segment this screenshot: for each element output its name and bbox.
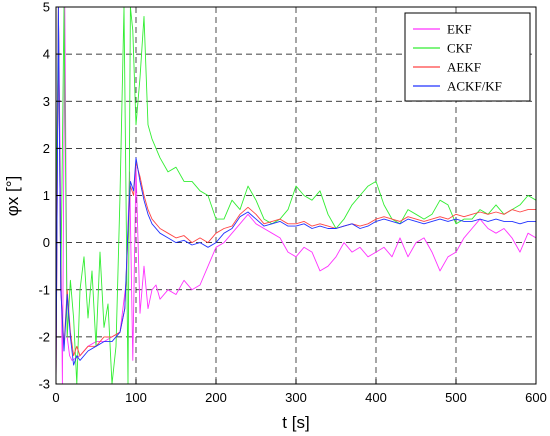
- x-tick-label: 600: [525, 390, 547, 405]
- x-tick-label: 0: [52, 390, 59, 405]
- x-tick-label: 200: [205, 390, 227, 405]
- series-layer: [56, 7, 536, 384]
- y-tick-label: 2: [43, 141, 50, 156]
- x-tick-label: 300: [285, 390, 307, 405]
- x-tick-label: 400: [365, 390, 387, 405]
- series-line-aekf: [56, 7, 536, 384]
- legend: EKF CKF AEKF ACKF/KF: [404, 12, 531, 102]
- y-tick-label: 4: [43, 47, 50, 62]
- y-axis-label: φx [°]: [3, 176, 22, 217]
- y-tick-label: -2: [38, 329, 50, 344]
- y-tick-label: 0: [43, 235, 50, 250]
- legend-label: EKF: [447, 22, 472, 37]
- y-tick-label: 5: [43, 0, 50, 15]
- legend-label: AEKF: [447, 60, 481, 75]
- y-tick-label: -1: [38, 282, 50, 297]
- axis-ticks: 0 100 200 300 400 500 600 -3 -2 -1 0 1 2 3 4 5: [38, 0, 546, 405]
- y-tick-label: 3: [43, 94, 50, 109]
- legend-label: ACKF/KF: [447, 79, 502, 94]
- x-axis-label: t [s]: [282, 413, 309, 432]
- y-tick-label: 1: [43, 188, 50, 203]
- series-line-ckf: [56, 7, 536, 384]
- x-tick-label: 100: [125, 390, 147, 405]
- legend-label: CKF: [447, 41, 472, 56]
- x-tick-label: 500: [445, 390, 467, 405]
- y-tick-label: -3: [38, 377, 50, 392]
- series-line-ackf-kf: [56, 7, 536, 384]
